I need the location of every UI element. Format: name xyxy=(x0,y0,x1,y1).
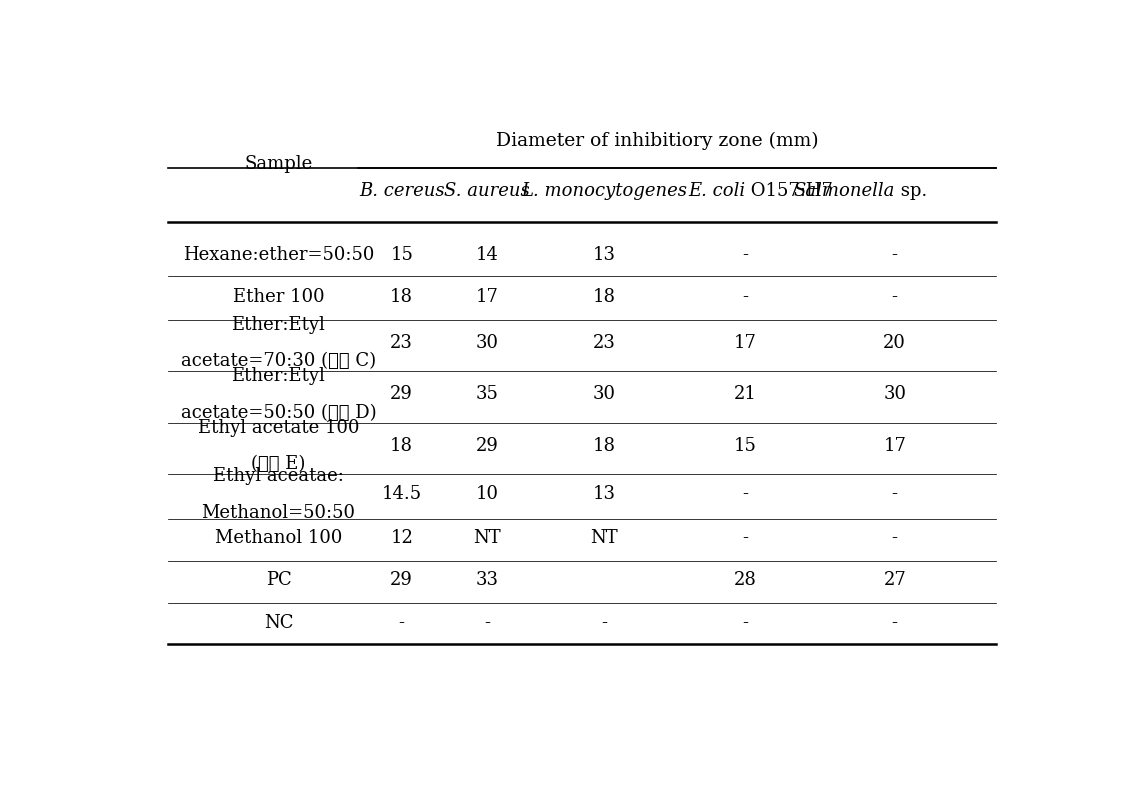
Text: 30: 30 xyxy=(593,386,616,404)
Text: -: - xyxy=(892,529,897,547)
Text: -: - xyxy=(399,614,404,632)
Text: Salmonella: Salmonella xyxy=(793,183,895,201)
Text: -: - xyxy=(742,486,749,504)
Text: 14.5: 14.5 xyxy=(382,486,421,504)
Text: 30: 30 xyxy=(476,334,499,352)
Text: O157:H7: O157:H7 xyxy=(745,183,833,201)
Text: 35: 35 xyxy=(476,386,499,404)
Text: 17: 17 xyxy=(734,334,757,352)
Text: NT: NT xyxy=(591,529,618,547)
Text: NC: NC xyxy=(264,614,293,632)
Text: Ether:Etyl: Ether:Etyl xyxy=(232,368,325,385)
Text: 17: 17 xyxy=(884,437,907,455)
Text: acetate=70:30 (양하 C): acetate=70:30 (양하 C) xyxy=(181,352,376,370)
Text: 18: 18 xyxy=(593,289,616,306)
Text: Methanol 100: Methanol 100 xyxy=(215,529,342,547)
Text: Ether:Etyl: Ether:Etyl xyxy=(232,316,325,334)
Text: 23: 23 xyxy=(391,334,414,352)
Text: 29: 29 xyxy=(476,437,499,455)
Text: Ether 100: Ether 100 xyxy=(233,289,324,306)
Text: sp.: sp. xyxy=(895,183,927,201)
Text: 15: 15 xyxy=(391,246,414,264)
Text: 18: 18 xyxy=(391,437,414,455)
Text: 29: 29 xyxy=(391,386,414,404)
Text: 27: 27 xyxy=(884,571,907,589)
Text: 21: 21 xyxy=(734,386,757,404)
Text: -: - xyxy=(892,246,897,264)
Text: -: - xyxy=(892,486,897,504)
Text: E. coli: E. coli xyxy=(688,183,745,201)
Text: 30: 30 xyxy=(884,386,907,404)
Text: acetate=50:50 (양하 D): acetate=50:50 (양하 D) xyxy=(181,404,376,422)
Text: -: - xyxy=(742,289,749,306)
Text: 29: 29 xyxy=(391,571,414,589)
Text: Hexane:ether=50:50: Hexane:ether=50:50 xyxy=(183,246,374,264)
Text: L. monocytogenes: L. monocytogenes xyxy=(521,183,687,201)
Text: 13: 13 xyxy=(593,486,616,504)
Text: Ethyl aceatae:: Ethyl aceatae: xyxy=(214,467,344,486)
Text: Sample: Sample xyxy=(244,155,312,173)
Text: 10: 10 xyxy=(476,486,499,504)
Text: -: - xyxy=(742,246,749,264)
Text: 13: 13 xyxy=(593,246,616,264)
Text: 20: 20 xyxy=(884,334,907,352)
Text: 18: 18 xyxy=(593,437,616,455)
Text: 28: 28 xyxy=(734,571,757,589)
Text: Ethyl acetate 100: Ethyl acetate 100 xyxy=(198,419,359,437)
Text: PC: PC xyxy=(266,571,291,589)
Text: 33: 33 xyxy=(476,571,499,589)
Text: Diameter of inhibitiory zone (mm): Diameter of inhibitiory zone (mm) xyxy=(495,132,818,150)
Text: 23: 23 xyxy=(593,334,616,352)
Text: -: - xyxy=(484,614,490,632)
Text: -: - xyxy=(742,614,749,632)
Text: -: - xyxy=(892,289,897,306)
Text: NT: NT xyxy=(474,529,501,547)
Text: (양하 E): (양하 E) xyxy=(251,455,306,473)
Text: 18: 18 xyxy=(391,289,414,306)
Text: Methanol=50:50: Methanol=50:50 xyxy=(201,504,356,522)
Text: 12: 12 xyxy=(391,529,414,547)
Text: -: - xyxy=(742,529,749,547)
Text: 15: 15 xyxy=(734,437,757,455)
Text: 17: 17 xyxy=(476,289,499,306)
Text: S. aureus: S. aureus xyxy=(444,183,531,201)
Text: -: - xyxy=(892,614,897,632)
Text: 14: 14 xyxy=(476,246,499,264)
Text: B. cereus: B. cereus xyxy=(359,183,444,201)
Text: -: - xyxy=(601,614,608,632)
